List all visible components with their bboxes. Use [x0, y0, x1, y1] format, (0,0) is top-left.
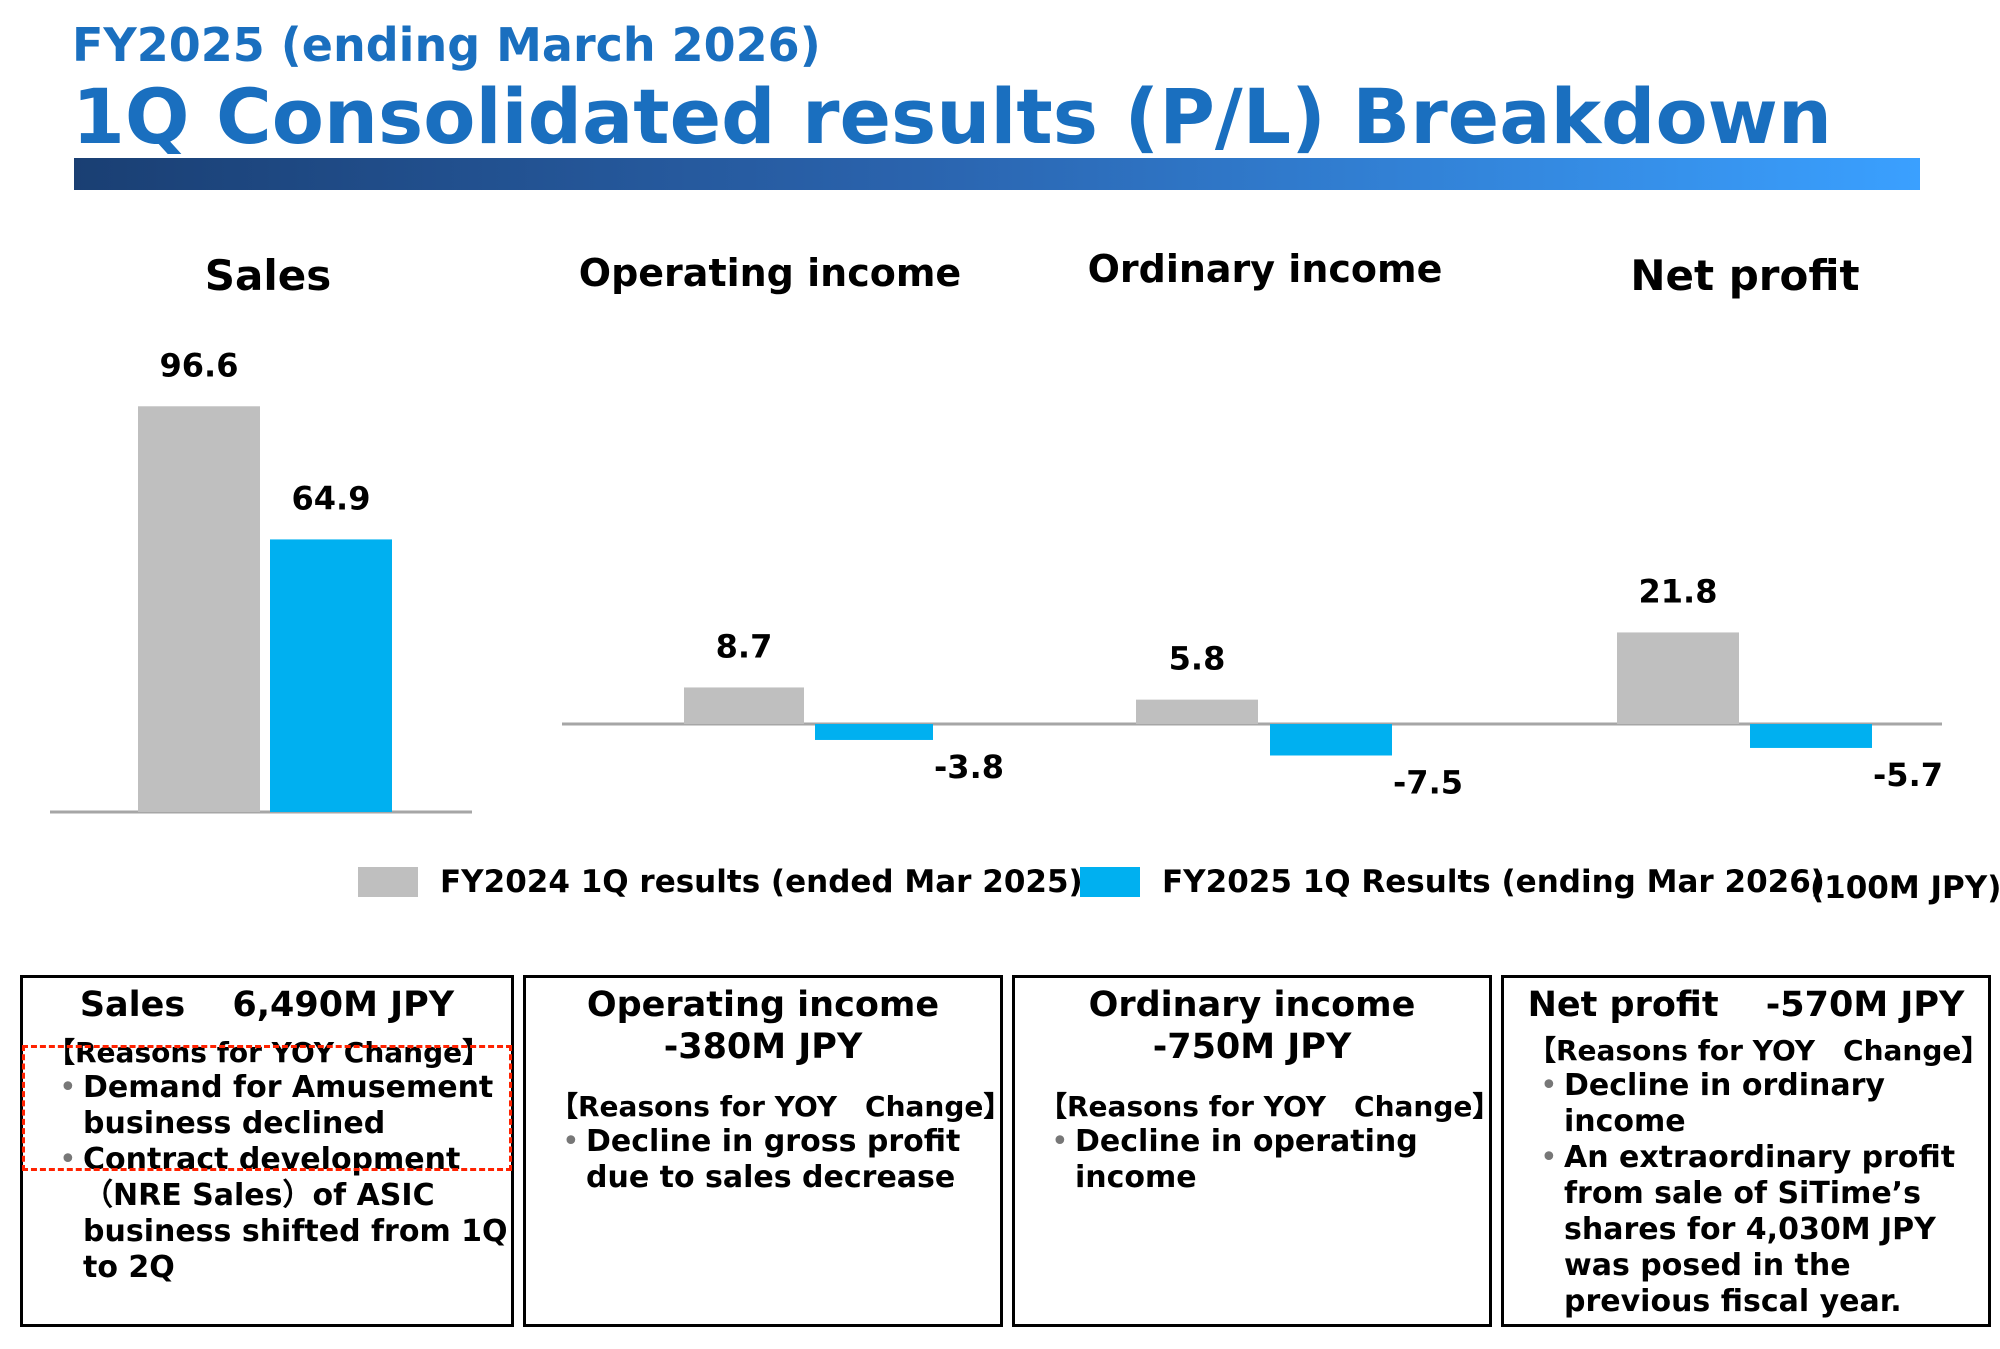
chart-title: Ordinary income	[1088, 247, 1443, 291]
data-label: 64.9	[292, 479, 371, 517]
bar-fy2024	[138, 406, 260, 812]
list-item: •Decline in ordinary income	[1528, 1068, 1988, 1140]
legend-swatch-fy2025	[1080, 867, 1140, 897]
data-label: -7.5	[1393, 764, 1463, 802]
chart-title: Net profit	[1630, 251, 1859, 300]
bullet-dot-icon: •	[1540, 1140, 1558, 1176]
data-label: -3.8	[934, 748, 1004, 786]
bullet-dot-icon: •	[562, 1124, 580, 1160]
bar-fy2024	[1617, 632, 1739, 724]
bar-fy2025	[815, 724, 933, 740]
sales-summary-title: Sales 6,490M JPY	[23, 984, 511, 1026]
data-label: -5.7	[1873, 756, 1943, 794]
legend-item-fy2024: FY2024 1Q results (ended Mar 2025)	[358, 862, 1083, 902]
page-subtitle: FY2025 (ending March 2026)	[72, 18, 821, 72]
net-profit-summary-box: Net profit -570M JPY 【Reasons for YOY Ch…	[1501, 975, 1991, 1327]
ordinary-income-reason-list: •Decline in operating income	[1039, 1124, 1489, 1196]
bullet-dot-icon: •	[1540, 1068, 1558, 1104]
operating-income-reason-list: •Decline in gross profit due to sales de…	[550, 1124, 1000, 1196]
ordinary-income-summary-box: Ordinary income -750M JPY 【Reasons for Y…	[1012, 975, 1492, 1327]
page-title: 1Q Consolidated results (P/L) Breakdown	[72, 72, 1832, 161]
net-profit-reason-list: •Decline in ordinary income •An extraord…	[1528, 1068, 1988, 1320]
bar-fy2025	[270, 539, 392, 812]
operating-income-summary-value: -380M JPY	[526, 1026, 1000, 1068]
legend-item-fy2025: FY2025 1Q Results (ending Mar 2026)	[1080, 862, 1825, 902]
bullet-dot-icon: •	[1051, 1124, 1069, 1160]
operating-income-summary-box: Operating income -380M JPY 【Reasons for …	[523, 975, 1003, 1327]
data-label: 5.8	[1169, 640, 1226, 678]
chart-title: Sales	[205, 251, 331, 300]
legend-label-fy2025: FY2025 1Q Results (ending Mar 2026)	[1162, 864, 1825, 900]
bar-fy2024	[1136, 700, 1258, 724]
title-gradient-bar	[74, 158, 1920, 190]
list-item: •An extraordinary profit from sale of Si…	[1528, 1140, 1988, 1320]
list-item: •Decline in operating income	[1039, 1124, 1489, 1196]
sales-summary-box: Sales 6,490M JPY 【Reasons for YOY Change…	[20, 975, 514, 1327]
legend-label-fy2024: FY2024 1Q results (ended Mar 2025)	[440, 864, 1083, 900]
data-label: 8.7	[716, 627, 773, 665]
list-item: •Demand for Amusement business declined	[47, 1070, 511, 1142]
ordinary-income-summary-title: Ordinary income	[1015, 984, 1489, 1026]
operating-income-summary-title: Operating income	[526, 984, 1000, 1026]
bullet-dot-icon: •	[59, 1142, 77, 1178]
bar-fy2025	[1270, 724, 1392, 756]
net-profit-summary-title: Net profit -570M JPY	[1504, 984, 1988, 1026]
data-label: 96.6	[160, 346, 239, 384]
list-item: •Contract development （NRE Sales）of ASIC…	[47, 1142, 511, 1286]
net-profit-reason-heading: 【Reasons for YOY Change】	[1528, 1034, 1988, 1068]
list-item: •Decline in gross profit due to sales de…	[550, 1124, 1000, 1196]
sales-reason-heading: 【Reasons for YOY Change】	[47, 1036, 511, 1070]
unit-label: (100M JPY)	[1810, 870, 2000, 906]
operating-income-reason-heading: 【Reasons for YOY Change】	[550, 1090, 1000, 1124]
results-charts: Sales 96.6 64.9 Operating income 8.7 -3.8 Ordi…	[0, 240, 2000, 840]
legend-swatch-fy2024	[358, 867, 418, 897]
ordinary-income-summary-value: -750M JPY	[1015, 1026, 1489, 1068]
bullet-dot-icon: •	[59, 1070, 77, 1106]
bar-fy2024	[684, 687, 804, 724]
data-label: 21.8	[1639, 572, 1718, 610]
sales-reason-list: •Demand for Amusement business declined …	[47, 1070, 511, 1286]
chart-title: Operating income	[579, 251, 961, 295]
bar-fy2025	[1750, 724, 1872, 748]
ordinary-income-reason-heading: 【Reasons for YOY Change】	[1039, 1090, 1489, 1124]
